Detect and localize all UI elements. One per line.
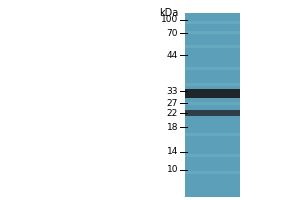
Bar — [185, 13, 240, 197]
Text: 22: 22 — [167, 108, 178, 117]
Bar — [185, 92, 240, 95]
Text: 33: 33 — [167, 86, 178, 96]
Text: 70: 70 — [167, 28, 178, 38]
Bar — [185, 102, 240, 104]
Text: 100: 100 — [161, 16, 178, 24]
Bar — [185, 154, 240, 156]
Bar — [185, 170, 240, 173]
Bar — [185, 82, 240, 86]
Text: 27: 27 — [167, 98, 178, 108]
Text: 44: 44 — [167, 50, 178, 60]
Bar — [185, 112, 240, 116]
Text: kDa: kDa — [159, 8, 178, 18]
Text: 10: 10 — [167, 166, 178, 174]
Text: 18: 18 — [167, 122, 178, 132]
Text: 14: 14 — [167, 148, 178, 156]
Bar — [185, 45, 240, 47]
Bar — [185, 30, 240, 33]
Bar — [185, 21, 240, 23]
Bar — [185, 88, 240, 98]
Bar — [185, 110, 240, 116]
Bar — [185, 132, 240, 136]
Bar — [185, 66, 240, 70]
